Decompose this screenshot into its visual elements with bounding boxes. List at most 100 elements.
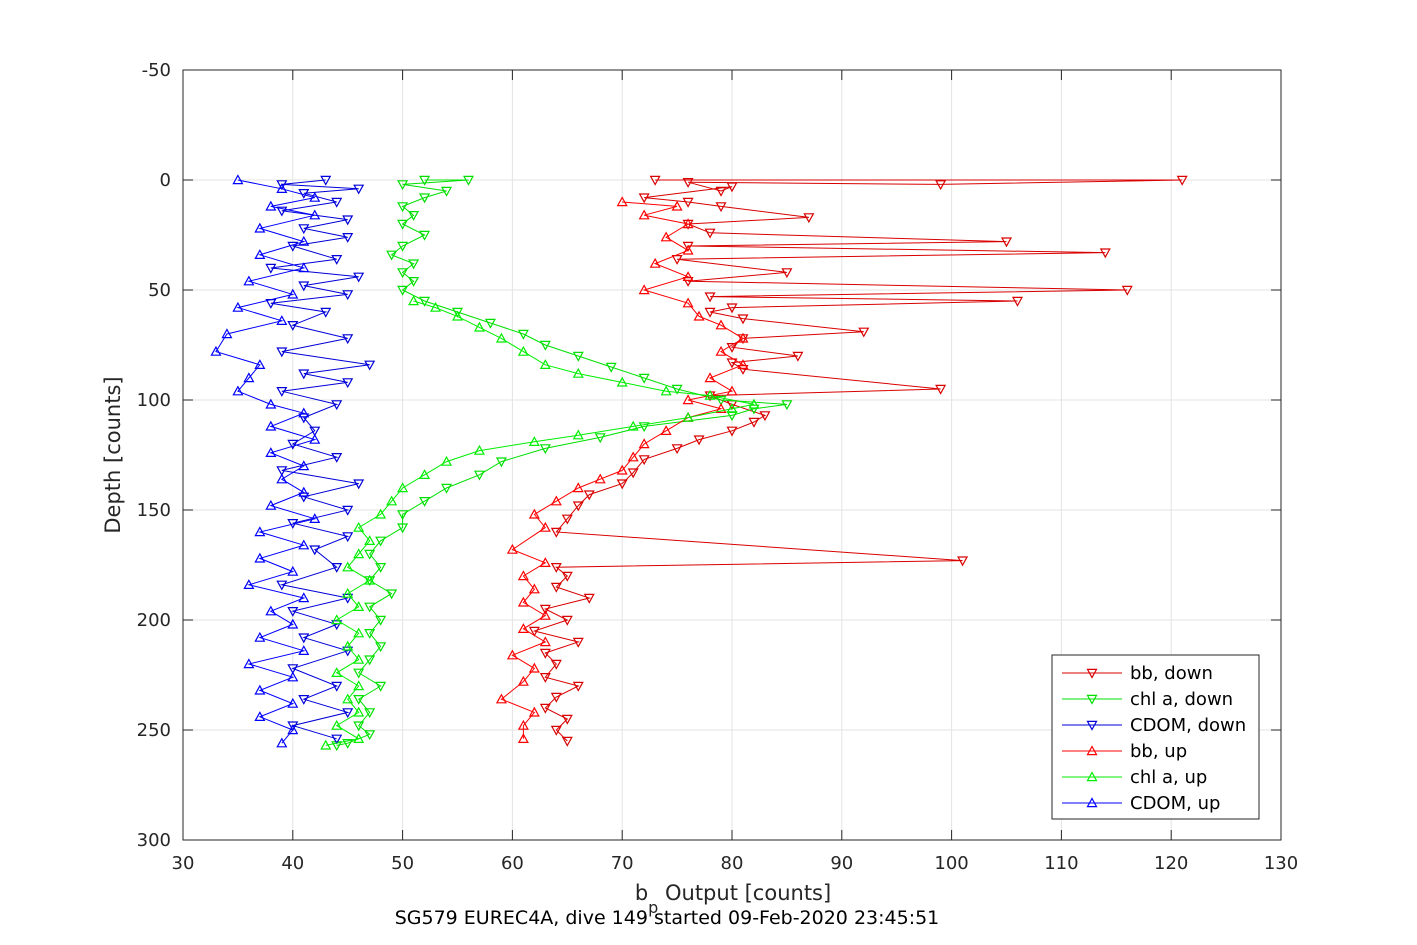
data-point-cdom-down xyxy=(342,532,354,543)
data-point-chl-a-down xyxy=(419,296,431,307)
data-point-cdom-down xyxy=(342,378,354,389)
data-point-bb-up xyxy=(517,719,529,730)
legend-label-bb-up: bb, up xyxy=(1130,741,1187,762)
series-line-chl-a-up xyxy=(325,300,755,746)
data-point-bb-up xyxy=(539,636,551,647)
data-point-cdom-up xyxy=(298,592,310,603)
data-point-bb-down xyxy=(682,277,694,287)
data-point-chl-a-down xyxy=(342,738,354,749)
data-point-chl-a-down xyxy=(375,615,387,626)
data-point-chl-a-up xyxy=(528,436,540,446)
data-point-chl-a-up xyxy=(353,548,365,559)
data-point-cdom-up xyxy=(309,209,321,220)
legend-item-chl-a-up: chl a, up xyxy=(1062,767,1207,788)
data-point-bb-down xyxy=(715,186,727,197)
y-tick-label: 100 xyxy=(137,390,171,411)
data-point-chl-a-up xyxy=(473,444,485,455)
data-point-chl-a-down xyxy=(638,422,650,433)
data-point-cdom-down xyxy=(276,580,288,591)
legend-label-chl-a-up: chl a, up xyxy=(1130,767,1207,788)
data-point-bb-up xyxy=(550,495,562,506)
series-line-cdom-down xyxy=(270,179,370,740)
data-point-bb-up xyxy=(715,345,727,356)
data-point-chl-a-up xyxy=(572,429,584,440)
data-point-bb-down xyxy=(781,268,793,279)
data-point-cdom-up xyxy=(265,398,277,409)
data-point-chl-a-up xyxy=(682,411,694,422)
data-point-chl-a-down xyxy=(364,708,376,719)
data-point-cdom-down xyxy=(287,606,299,617)
data-point-bb-down xyxy=(561,571,573,582)
legend-marker-chl-a-up xyxy=(1086,771,1098,782)
data-point-cdom-down xyxy=(331,197,343,208)
data-point-bb-down xyxy=(539,672,551,683)
data-point-cdom-down xyxy=(287,321,299,331)
data-point-chl-a-up xyxy=(704,389,716,400)
data-point-bb-up xyxy=(660,425,672,435)
data-point-cdom-down xyxy=(342,215,354,226)
data-point-cdom-down xyxy=(276,206,288,217)
data-point-chl-a-down xyxy=(397,241,409,252)
data-point-cdom-up xyxy=(254,249,266,259)
x-axis-title: bp Output [counts] xyxy=(635,881,831,917)
data-point-cdom-down xyxy=(276,180,288,191)
data-point-bb-down xyxy=(550,659,562,670)
data-point-bb-down xyxy=(726,182,738,193)
data-point-chl-a-up xyxy=(441,455,453,466)
data-point-cdom-up xyxy=(298,407,310,418)
data-point-cdom-down xyxy=(331,620,343,631)
data-point-chl-a-up xyxy=(419,469,431,479)
data-point-cdom-up xyxy=(298,539,310,550)
data-point-chl-a-down xyxy=(473,470,485,481)
data-point-cdom-down xyxy=(298,694,310,705)
data-point-cdom-down xyxy=(298,633,310,644)
series-line-bb-up xyxy=(500,201,745,739)
data-point-bb-down xyxy=(561,615,573,626)
data-point-cdom-down xyxy=(320,175,332,186)
legend-label-chl-a-down: chl a, down xyxy=(1130,689,1233,710)
data-point-cdom-up xyxy=(287,697,299,708)
series-chl-a-down xyxy=(331,175,793,752)
data-point-chl-a-up xyxy=(408,295,420,306)
data-point-cdom-down xyxy=(298,224,310,235)
data-point-bb-up xyxy=(572,482,584,493)
data-point-chl-a-down xyxy=(364,730,376,741)
data-point-bb-down xyxy=(671,255,683,265)
data-point-chl-a-down xyxy=(419,230,431,241)
series-cdom-down xyxy=(265,175,376,745)
data-point-bb-up xyxy=(627,451,639,462)
data-point-cdom-up xyxy=(265,420,277,431)
data-point-cdom-up xyxy=(243,658,255,669)
data-point-chl-a-down xyxy=(572,351,584,362)
legend-label-bb-down: bb, down xyxy=(1130,663,1213,684)
data-point-bb-up xyxy=(715,319,727,330)
data-point-chl-a-up xyxy=(353,521,365,532)
legend-marker-cdom-down xyxy=(1086,720,1098,731)
data-point-bb-down xyxy=(726,426,738,437)
data-point-bb-down xyxy=(539,648,551,659)
data-point-cdom-up xyxy=(254,684,266,695)
data-point-chl-a-down xyxy=(397,285,409,296)
legend-marker-chl-a-down xyxy=(1086,694,1098,705)
data-point-bb-down xyxy=(539,604,551,615)
data-point-chl-a-up xyxy=(342,561,354,572)
data-point-bb-down xyxy=(858,327,870,338)
data-point-chl-a-down xyxy=(638,373,650,384)
data-point-chl-a-up xyxy=(364,574,376,585)
data-point-cdom-up xyxy=(309,433,321,444)
data-point-bb-down xyxy=(671,444,683,455)
data-point-bb-down xyxy=(561,714,573,725)
data-point-chl-a-down xyxy=(539,340,551,351)
data-point-cdom-up xyxy=(243,275,255,286)
data-point-bb-down xyxy=(583,490,595,501)
data-point-bb-up xyxy=(517,675,529,686)
data-point-cdom-up xyxy=(265,200,277,211)
axis-ticks: 30 40 50 60 70 80 90 100 110 120 130 -50 0 50 100 150 20… xyxy=(137,60,1299,874)
data-point-bb-up xyxy=(517,623,529,634)
data-point-chl-a-down xyxy=(715,395,727,406)
data-point-cdom-up xyxy=(298,235,310,246)
data-point-bb-down xyxy=(550,582,562,593)
data-point-cdom-down xyxy=(298,281,310,292)
legend-item-bb-up: bb, up xyxy=(1062,741,1187,762)
data-point-bb-down xyxy=(759,411,771,422)
